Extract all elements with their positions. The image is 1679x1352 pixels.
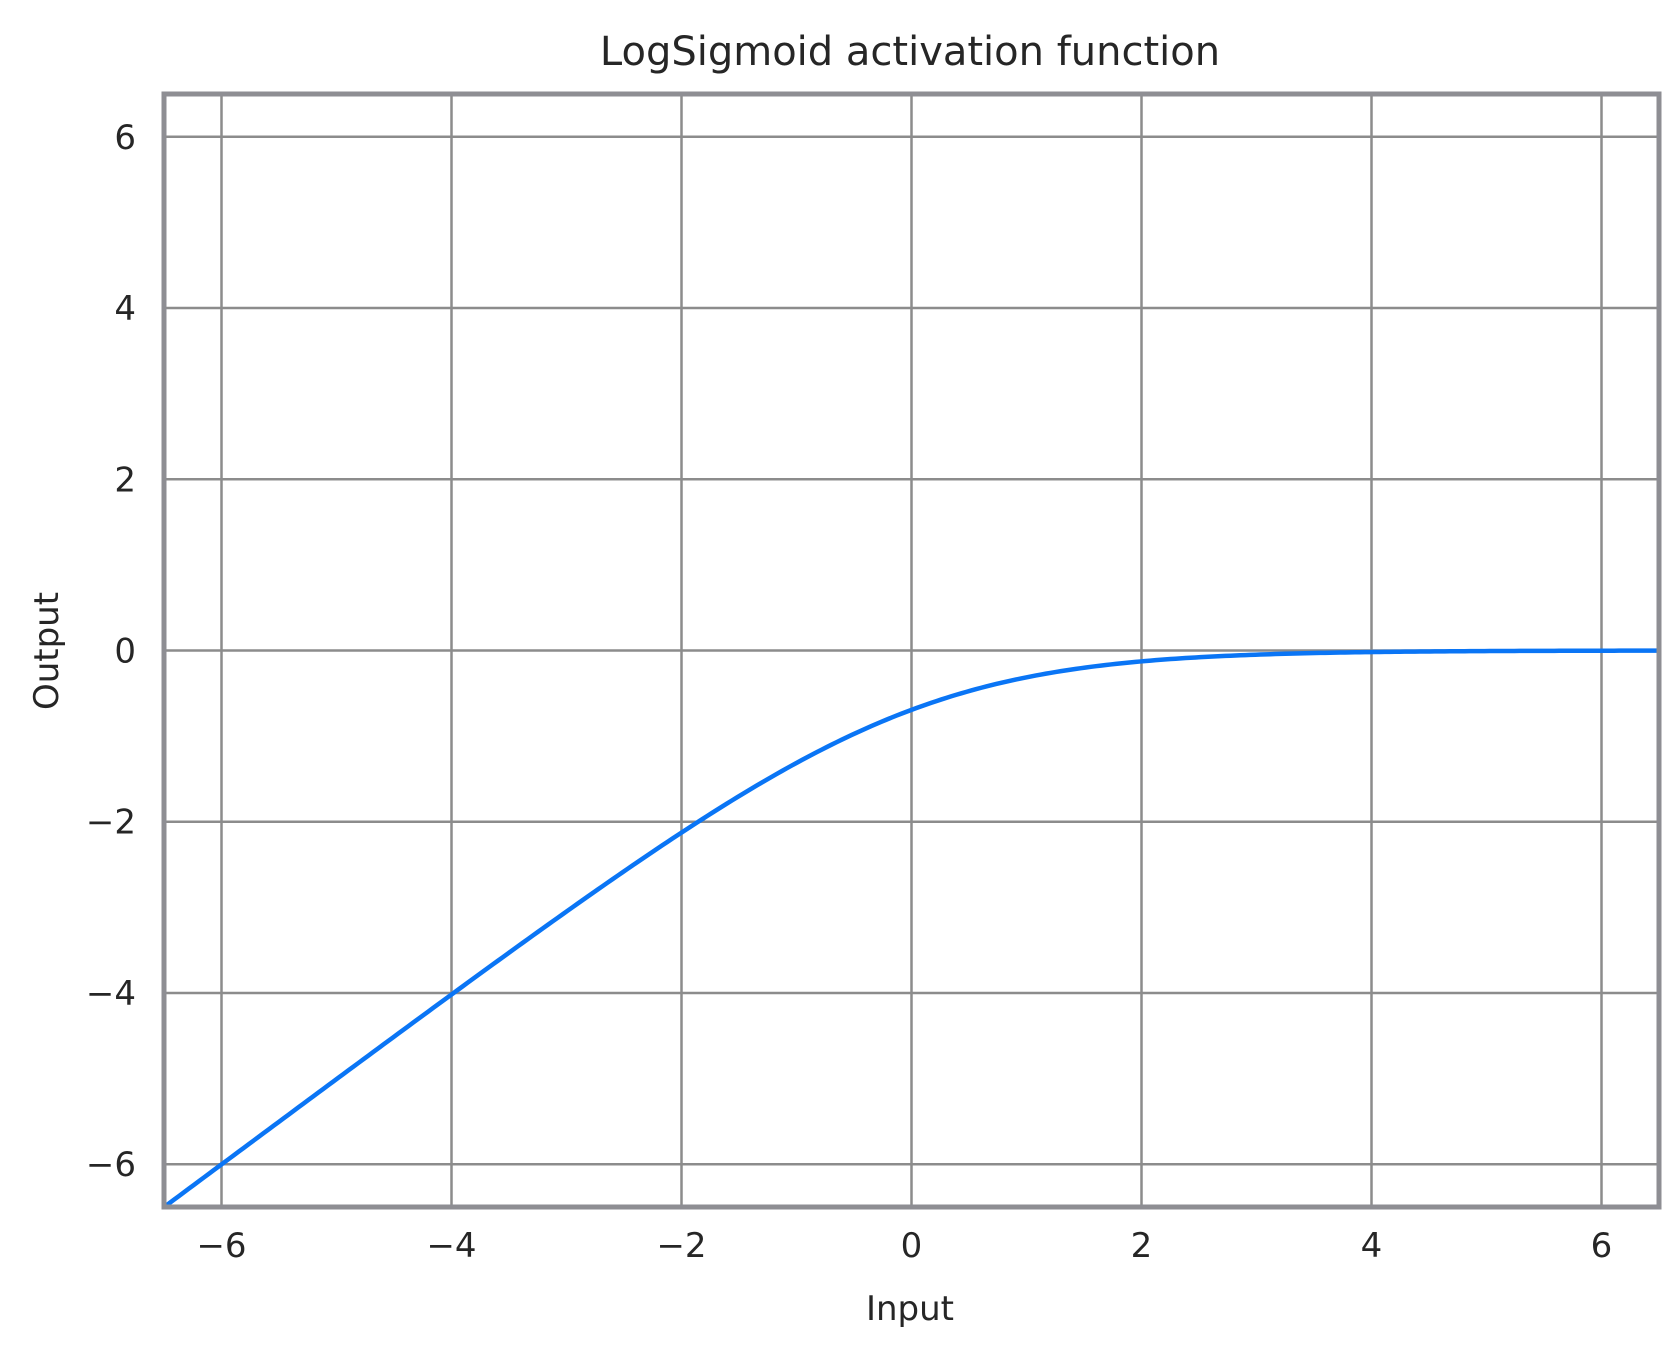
x-tick-label: −6 [196, 1226, 246, 1266]
plot-area [162, 648, 1659, 1209]
x-tick-label: −2 [656, 1226, 706, 1266]
chart-title: LogSigmoid activation function [600, 29, 1220, 75]
x-tick-label: −4 [426, 1226, 476, 1266]
x-tick-label: 4 [1361, 1226, 1383, 1266]
y-axis-label: Output [27, 592, 67, 710]
y-tick-label: 4 [114, 289, 136, 329]
logsigmoid-line [162, 648, 1659, 1209]
y-tick-label: −2 [86, 803, 136, 843]
x-axis-label: Input [866, 1289, 954, 1329]
y-tick-label: 0 [114, 632, 136, 672]
plot-frame [161, 91, 1662, 1210]
x-axis-ticks: −6 −4 −2 0 2 4 6 [196, 1226, 1612, 1266]
y-tick-label: −4 [86, 974, 136, 1014]
x-tick-label: 2 [1131, 1226, 1153, 1266]
y-tick-label: 6 [114, 118, 136, 158]
y-tick-label: 2 [114, 460, 136, 500]
x-tick-label: 6 [1591, 1226, 1613, 1266]
y-tick-label: −6 [86, 1145, 136, 1185]
y-axis-ticks: −6 −4 −2 0 2 4 6 [86, 118, 136, 1185]
x-tick-label: 0 [901, 1226, 923, 1266]
